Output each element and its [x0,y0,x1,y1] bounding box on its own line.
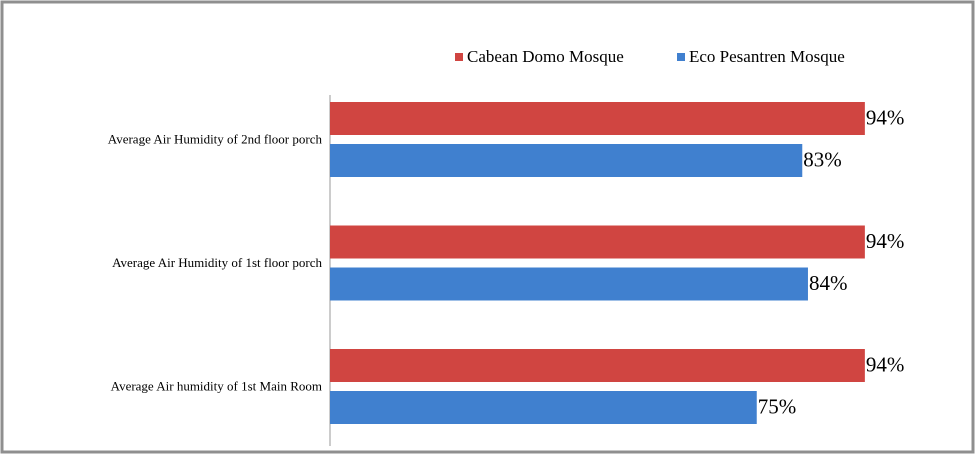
legend-swatch [677,53,685,61]
bar [330,225,865,259]
data-label: 94% [866,352,905,376]
data-label: 94% [866,229,905,253]
category-label: Average Air Humidity of 2nd floor porch [108,131,323,146]
category-label: Average Air Humidity of 1st floor porch [112,255,322,270]
data-label: 75% [758,394,797,418]
legend-swatch [455,53,463,61]
category-label: Average Air humidity of 1st Main Room [111,378,322,393]
data-label: 84% [809,271,848,295]
bar [330,144,803,177]
bar [330,267,808,301]
legend-label: Eco Pesantren Mosque [689,47,845,66]
legend-label: Cabean Domo Mosque [467,47,624,66]
bar [330,391,757,424]
bar [330,349,865,382]
data-label: 94% [866,105,905,129]
bar [330,102,865,135]
data-label: 83% [803,147,842,171]
